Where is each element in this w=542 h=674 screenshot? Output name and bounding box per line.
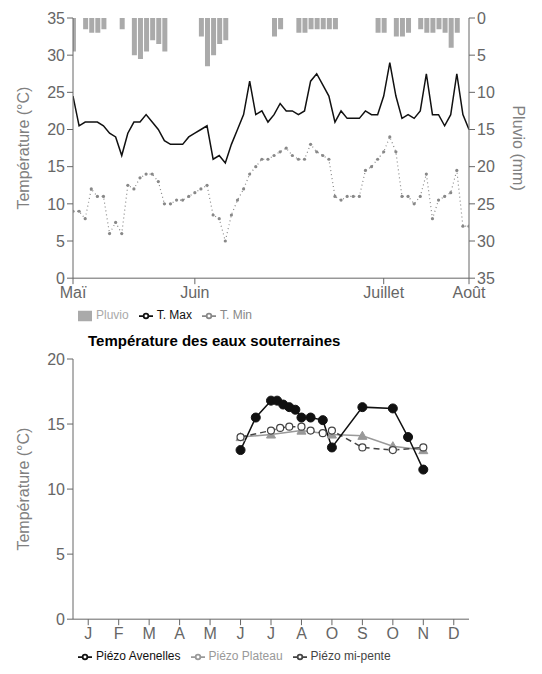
svg-text:10: 10 [47,196,65,213]
svg-text:N: N [418,625,430,642]
html-text:Piézo Avenelles: Piézo Avenelles [96,649,181,664]
svg-text:15: 15 [47,416,65,433]
svg-text:D: D [448,625,460,642]
svg-text:A: A [296,625,307,642]
svg-text:15: 15 [47,158,65,175]
svg-text:15: 15 [477,121,495,138]
svg-text:Température (°C): Température (°C) [15,87,32,210]
svg-text:O: O [387,625,399,642]
svg-text:20: 20 [47,351,65,368]
svg-text:5: 5 [56,233,65,250]
svg-text:0: 0 [477,10,486,27]
svg-text:0: 0 [56,611,65,628]
svg-text:J: J [237,625,245,642]
svg-text:35: 35 [477,270,495,287]
svg-text:20: 20 [47,121,65,138]
svg-text:F: F [114,625,124,642]
svg-text:S: S [357,625,368,642]
html-text:T. Min: T. Min [220,308,252,323]
svg-text:35: 35 [47,10,65,27]
svg-text:25: 25 [477,196,495,213]
html-text:Pluvio: Pluvio [96,308,129,323]
svg-text:J: J [267,625,275,642]
svg-text:O: O [326,625,338,642]
svg-text:30: 30 [47,47,65,64]
svg-text:10: 10 [477,84,495,101]
svg-text:M: M [142,625,155,642]
html-text:Piézo mi-pente: Piézo mi-pente [310,649,391,664]
svg-text:30: 30 [477,233,495,250]
svg-text:Pluvio (mm): Pluvio (mm) [510,105,527,190]
html-text:Température des eaux souterrai: Température des eaux souterraines [88,332,341,349]
svg-text:J: J [84,625,92,642]
svg-text:5: 5 [56,546,65,563]
svg-text:10: 10 [47,481,65,498]
svg-text:20: 20 [477,158,495,175]
svg-text:Maï: Maï [59,283,87,301]
svg-text:A: A [174,625,185,642]
svg-text:Juin: Juin [180,284,209,301]
svg-text:Août: Août [452,283,486,301]
svg-text:5: 5 [477,47,486,64]
svg-text:Température (°C): Température (°C) [15,428,32,551]
html-text:Piézo Plateau: Piézo Plateau [208,649,283,664]
svg-text:0: 0 [56,270,65,287]
svg-text:Juillet: Juillet [363,284,404,301]
svg-text:M: M [203,625,216,642]
html-text:T. Max: T. Max [156,308,192,323]
svg-text:25: 25 [47,84,65,101]
